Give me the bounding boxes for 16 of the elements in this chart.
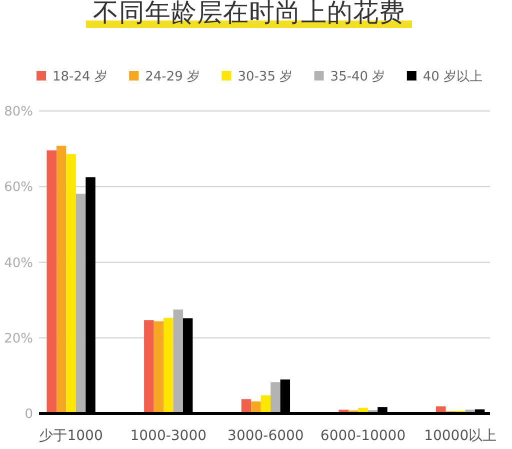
legend-label: 18-24 岁: [52, 69, 108, 84]
x-tick-label: 1000-3000: [130, 428, 207, 444]
x-tick-label: 6000-10000: [320, 428, 406, 444]
x-tick-label: 10000以上: [424, 428, 497, 444]
legend-label: 30-35 岁: [238, 69, 293, 84]
x-tick-label: 少于1000: [39, 428, 103, 444]
legend-label: 35-40 岁: [330, 69, 386, 84]
legend-label: 40 岁以上: [422, 69, 483, 84]
y-tick-label: 20%: [4, 331, 33, 346]
y-tick-label: 0: [24, 407, 33, 422]
x-tick-label: 3000-6000: [228, 428, 304, 444]
chart-title: 不同年龄层在时尚上的花费: [93, 0, 405, 28]
legend-label: 24-29 岁: [145, 69, 200, 84]
y-tick-label: 60%: [4, 180, 33, 196]
y-tick-label: 80%: [4, 104, 33, 120]
y-tick-label: 40%: [4, 256, 33, 271]
